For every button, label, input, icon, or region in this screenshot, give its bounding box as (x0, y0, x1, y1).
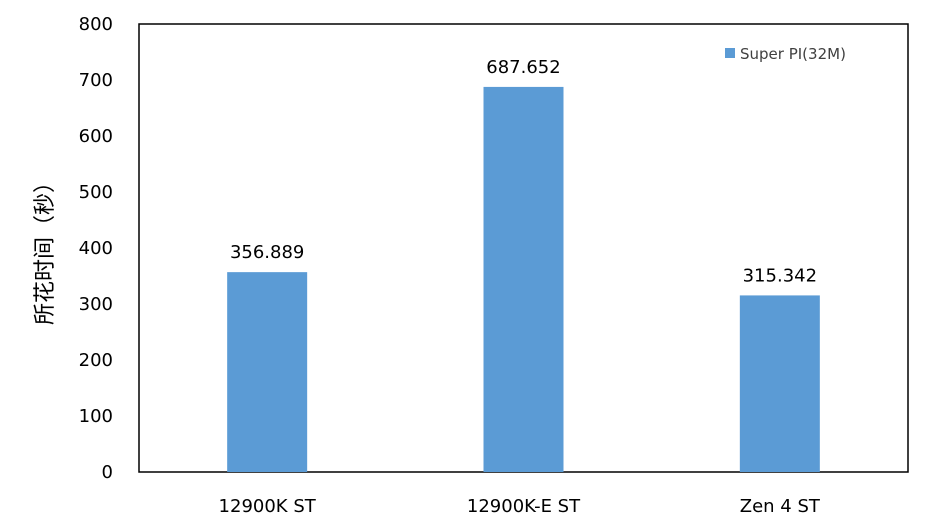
y-tick-label: 0 (102, 462, 113, 483)
y-tick-label: 500 (79, 182, 113, 203)
y-tick-label: 600 (79, 126, 113, 147)
y-axis-ticks: 0 100 200 300 400 500 600 700 800 (79, 14, 113, 483)
y-tick-label: 400 (79, 238, 113, 259)
y-tick-label: 200 (79, 350, 113, 371)
bar-value-label: 356.889 (230, 242, 304, 263)
y-axis-title: 所花时间（秒） (33, 171, 58, 325)
data-labels: 356.889 687.652 315.342 (230, 57, 817, 286)
bar-value-label: 315.342 (743, 265, 817, 286)
bar (227, 272, 308, 472)
legend-label: Super PI(32M) (740, 45, 846, 63)
bar-value-label: 687.652 (486, 57, 560, 78)
legend-swatch (725, 48, 735, 58)
bar (739, 295, 820, 472)
legend: Super PI(32M) (725, 45, 846, 63)
y-tick-label: 300 (79, 294, 113, 315)
y-tick-label: 800 (79, 14, 113, 35)
x-tick-label: 12900K-E ST (467, 496, 581, 517)
bar (483, 86, 564, 472)
bars (227, 86, 820, 472)
y-tick-label: 100 (79, 406, 113, 427)
x-tick-label: 12900K ST (219, 496, 317, 517)
x-tick-label: Zen 4 ST (740, 496, 821, 517)
y-tick-label: 700 (79, 70, 113, 91)
x-axis-labels: 12900K ST 12900K-E ST Zen 4 ST (219, 496, 821, 517)
